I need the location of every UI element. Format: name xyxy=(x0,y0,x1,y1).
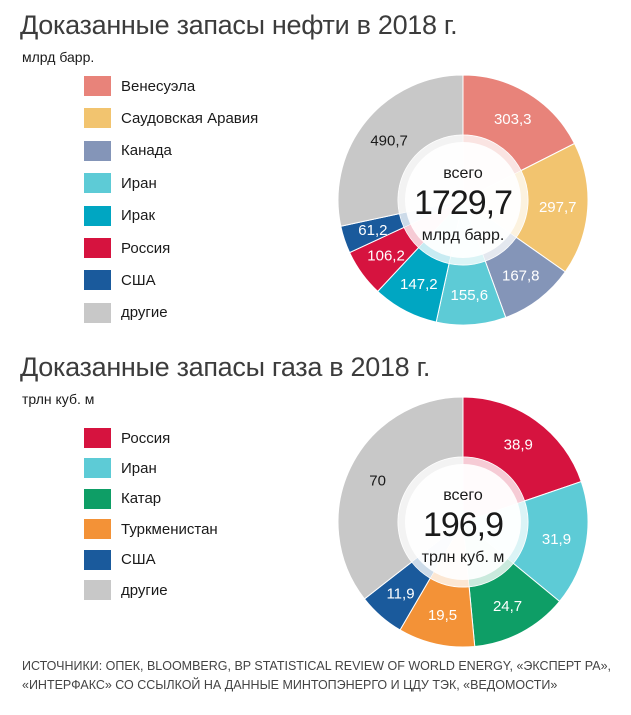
oil-legend-swatch xyxy=(84,76,111,96)
gas-center-circle xyxy=(405,464,521,580)
sources-note: Источники: ОПЕК, Bloomberg, BP Statistic… xyxy=(22,659,612,692)
gas-legend-label: Иран xyxy=(121,459,157,477)
oil-legend-item: Россия xyxy=(84,237,170,259)
oil-legend-swatch xyxy=(84,302,111,323)
oil-legend-swatch xyxy=(84,205,111,226)
gas-legend-label: Россия xyxy=(121,429,171,447)
gas-legend-swatch xyxy=(84,519,111,540)
gas-legend-item: США xyxy=(84,549,156,571)
oil-legend-item: Ирак xyxy=(84,205,155,227)
gas-legend-swatch xyxy=(84,580,111,600)
gas-legend-swatch xyxy=(84,458,111,479)
gas-legend-label: Туркменистан xyxy=(121,520,218,538)
oil-legend-item: Канада xyxy=(84,140,172,162)
gas-legend-swatch xyxy=(84,428,111,448)
oil-legend-item: другие xyxy=(84,302,168,324)
oil-center-label-top: всего xyxy=(443,165,483,182)
oil-legend-item: Венесуэла xyxy=(84,75,195,97)
oil-legend-label: другие xyxy=(121,304,168,322)
oil-legend-label: США xyxy=(121,271,156,289)
oil-center-label-bottom: млрд барр. xyxy=(422,227,505,244)
oil-data-label: 106,2 xyxy=(367,248,405,265)
oil-center-total: 1729,7 xyxy=(414,184,512,222)
oil-legend-swatch xyxy=(84,108,111,129)
gas-legend-item: другие xyxy=(84,579,168,601)
gas-center-label-top: всего xyxy=(443,487,483,504)
gas-legend-label: Катар xyxy=(121,490,162,508)
oil-legend-label: Саудовская Аравия xyxy=(121,109,259,127)
oil-legend-label: Канада xyxy=(121,142,172,160)
gas-unit-label: трлн куб. м xyxy=(22,391,95,407)
gas-center-total: 196,9 xyxy=(423,506,503,544)
gas-legend-item: Россия xyxy=(84,427,170,449)
oil-unit-label: млрд барр. xyxy=(22,49,95,65)
oil-legend-label: Иран xyxy=(121,174,157,192)
oil-data-label: 490,7 xyxy=(370,132,408,149)
oil-data-label: 297,7 xyxy=(539,199,577,216)
gas-legend-swatch xyxy=(84,488,111,509)
gas-center-label-bottom: трлн куб. м xyxy=(422,549,505,566)
gas-data-label: 24,7 xyxy=(493,598,522,615)
oil-chart-title: Доказанные запасы нефти в 2018 г. xyxy=(20,10,458,40)
gas-legend-swatch xyxy=(84,549,111,570)
oil-data-label: 147,2 xyxy=(400,276,438,293)
gas-data-label: 38,9 xyxy=(504,437,533,454)
gas-donut-chart: 38,9 31,9 24,7 19,5 11,9 70 всего 196,9 трлн куб… xyxy=(337,396,589,648)
gas-legend-item: Туркменистан xyxy=(84,518,218,540)
oil-center-circle xyxy=(405,142,521,258)
oil-legend-item: Иран xyxy=(84,172,157,194)
gas-data-label: 31,9 xyxy=(542,531,571,548)
oil-legend-label: Россия xyxy=(121,239,171,257)
oil-legend-swatch xyxy=(84,270,111,291)
oil-data-label: 155,6 xyxy=(451,287,489,304)
gas-legend-item: Катар xyxy=(84,488,161,510)
oil-legend-label: Ирак xyxy=(121,207,156,225)
oil-donut-chart: 303,3 297,7 167,8 155,6 147,2 106,2 61,2 490,7 в… xyxy=(337,74,589,326)
gas-legend-item: Иран xyxy=(84,457,157,479)
gas-chart-title: Доказанные запасы газа в 2018 г. xyxy=(20,352,431,382)
gas-legend-label: другие xyxy=(121,581,168,599)
oil-legend-item: Саудовская Аравия xyxy=(84,107,258,129)
oil-legend-item: США xyxy=(84,269,156,291)
gas-data-label: 11,9 xyxy=(386,586,414,603)
gas-legend-label: США xyxy=(121,551,156,569)
oil-legend-swatch xyxy=(84,238,111,258)
oil-data-label: 61,2 xyxy=(358,222,387,239)
oil-legend-label: Венесуэла xyxy=(121,77,196,95)
gas-data-label: 19,5 xyxy=(428,607,457,624)
oil-legend-swatch xyxy=(84,140,111,161)
oil-data-label: 303,3 xyxy=(494,111,532,128)
oil-data-label: 167,8 xyxy=(502,267,540,284)
oil-legend-swatch xyxy=(84,173,111,194)
gas-data-label: 70 xyxy=(369,472,386,489)
